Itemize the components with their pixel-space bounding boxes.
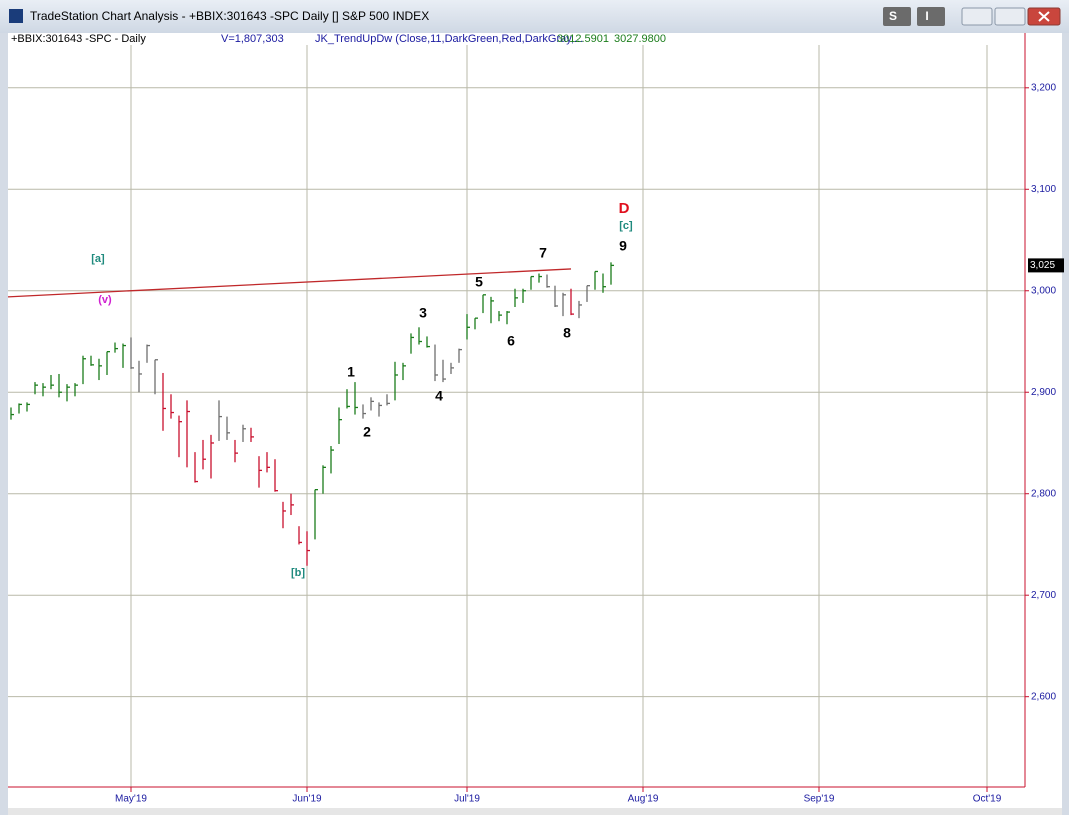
wave-label: 9: [619, 238, 627, 254]
minimize-button[interactable]: [961, 7, 993, 26]
wave-label: 5: [475, 274, 483, 290]
symbol-label: +BBIX:301643 -SPC - Daily: [11, 33, 146, 45]
last-price-label: 3,025: [1030, 260, 1055, 271]
y-tick-label: 3,100: [1031, 184, 1056, 195]
y-tick-label: 3,200: [1031, 82, 1056, 93]
wave-label: 7: [539, 245, 547, 261]
x-tick-label: Jun'19: [292, 794, 322, 805]
wave-label: [a]: [91, 253, 105, 265]
wave-label: (v): [98, 294, 112, 306]
y-tick-label: 2,900: [1031, 387, 1056, 398]
scrollbar[interactable]: [8, 808, 1062, 815]
wave-label: 2: [363, 424, 371, 440]
i-button-label: I: [925, 9, 928, 23]
app-icon: [9, 9, 23, 23]
right-border: [1062, 33, 1069, 815]
left-border: [0, 33, 8, 815]
wave-label: [c]: [619, 220, 633, 232]
trend-line: [7, 268, 572, 298]
wave-label: [b]: [291, 567, 305, 579]
wave-label: 4: [435, 388, 443, 404]
x-tick-label: Aug'19: [628, 794, 659, 805]
chart-area: [0, 33, 1069, 815]
wave-label: 1: [347, 364, 355, 380]
wave-label: 6: [507, 333, 515, 349]
wave-label: D: [619, 200, 630, 217]
wave-label: 8: [563, 325, 571, 341]
y-tick-label: 2,700: [1031, 590, 1056, 601]
x-tick-label: Jul'19: [454, 794, 480, 805]
volume-label: V=1,807,303: [221, 33, 284, 45]
y-tick-label: 2,600: [1031, 691, 1056, 702]
last-price-box: [1028, 258, 1064, 273]
indicator-value: 3012.5901: [557, 33, 609, 45]
y-tick-label: 2,800: [1031, 488, 1056, 499]
wave-label: 3: [419, 305, 427, 321]
x-tick-label: Oct'19: [973, 794, 1002, 805]
indicator-label: JK_TrendUpDw (Close,11,DarkGreen,Red,Dar…: [315, 33, 583, 45]
s-button-label: S: [889, 9, 897, 23]
y-tick-label: 3,000: [1031, 285, 1056, 296]
maximize-button[interactable]: [994, 7, 1026, 26]
i-button[interactable]: [917, 7, 945, 26]
x-tick-label: Sep'19: [804, 794, 835, 805]
x-tick-label: May'19: [115, 794, 147, 805]
window-title: TradeStation Chart Analysis - +BBIX:3016…: [30, 9, 429, 23]
indicator-value: 3027.9800: [614, 33, 666, 45]
close-icon: [1038, 11, 1050, 22]
s-button[interactable]: [883, 7, 911, 26]
